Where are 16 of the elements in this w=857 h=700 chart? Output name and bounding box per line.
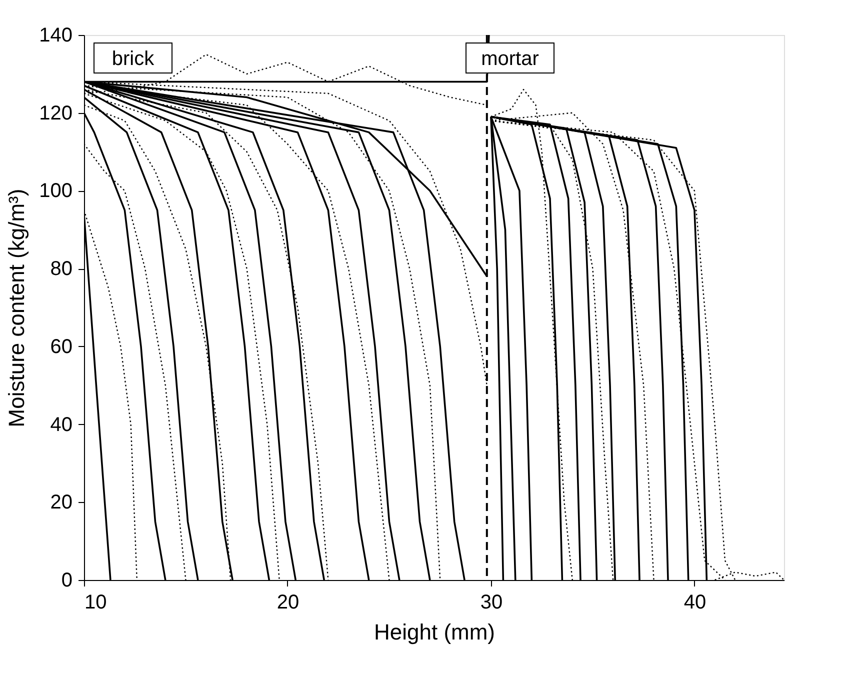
y-tick-label: 80	[50, 258, 72, 280]
annotation: mortar	[481, 48, 540, 70]
y-tick-label: 140	[39, 24, 72, 46]
x-tick-label: 10	[84, 592, 107, 614]
y-tick-label: 100	[39, 180, 72, 202]
x-tick-label: 20	[276, 592, 300, 614]
x-tick-label: 40	[684, 592, 706, 614]
y-tick-label: 60	[50, 336, 72, 358]
annotation: brick	[112, 48, 156, 70]
x-axis-title: Height (mm)	[374, 620, 496, 644]
y-tick-label: 0	[61, 570, 72, 592]
y-axis-title: Moisture content (kg/m³)	[4, 188, 30, 428]
x-tick-label: 30	[480, 592, 503, 614]
y-tick-label: 120	[39, 102, 72, 124]
y-tick-label: 40	[50, 414, 72, 436]
y-tick-label: 20	[50, 492, 72, 514]
